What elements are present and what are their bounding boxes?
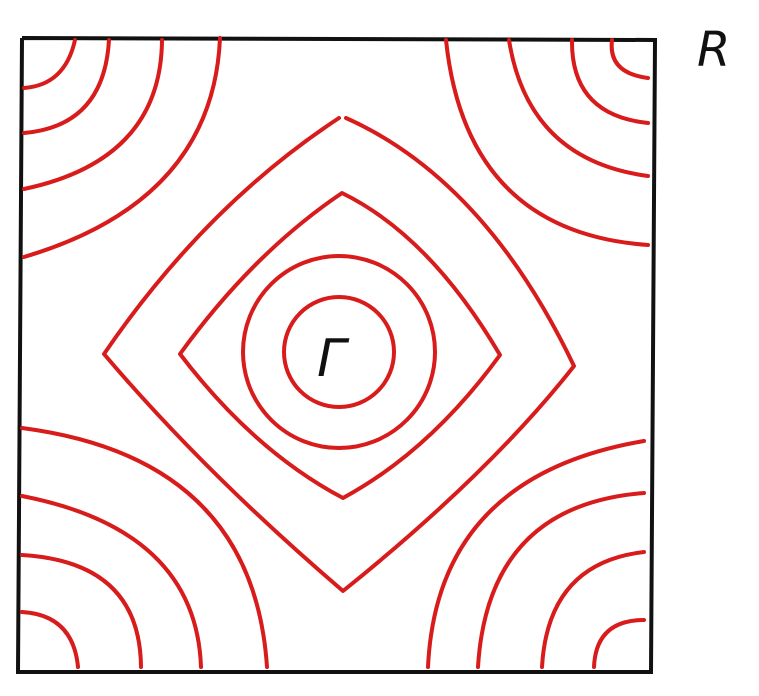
corner-contour <box>444 38 650 247</box>
center-contour-diamond-small <box>178 191 502 500</box>
corner-contours-bottom-left <box>20 426 269 669</box>
corner-contour <box>22 38 111 135</box>
center-contour-diamond-large <box>102 116 576 593</box>
gamma-point-label: Γ <box>317 329 350 389</box>
corner-contour <box>20 426 269 669</box>
corner-contour <box>20 494 203 669</box>
corner-contour <box>476 491 646 669</box>
corner-contours-top-left <box>22 36 222 259</box>
corner-contour <box>20 553 143 669</box>
corner-contour <box>540 550 646 669</box>
corner-contour <box>592 618 646 669</box>
center-contour-second <box>241 254 437 450</box>
r-point-label: R <box>697 22 730 78</box>
corner-contour <box>20 610 80 669</box>
center-contour-group <box>102 116 576 593</box>
corner-contour <box>22 38 164 191</box>
corner-contour <box>426 439 646 669</box>
corner-contour <box>22 38 77 90</box>
zone-boundary <box>15 36 658 674</box>
center-contour-inner <box>282 295 396 409</box>
corner-contour <box>609 38 650 80</box>
corner-contour <box>22 36 222 259</box>
corner-contours-bottom-right <box>426 439 646 669</box>
corner-contour <box>569 38 650 125</box>
corner-contour <box>507 38 650 178</box>
corner-contours-top-right <box>444 38 650 247</box>
